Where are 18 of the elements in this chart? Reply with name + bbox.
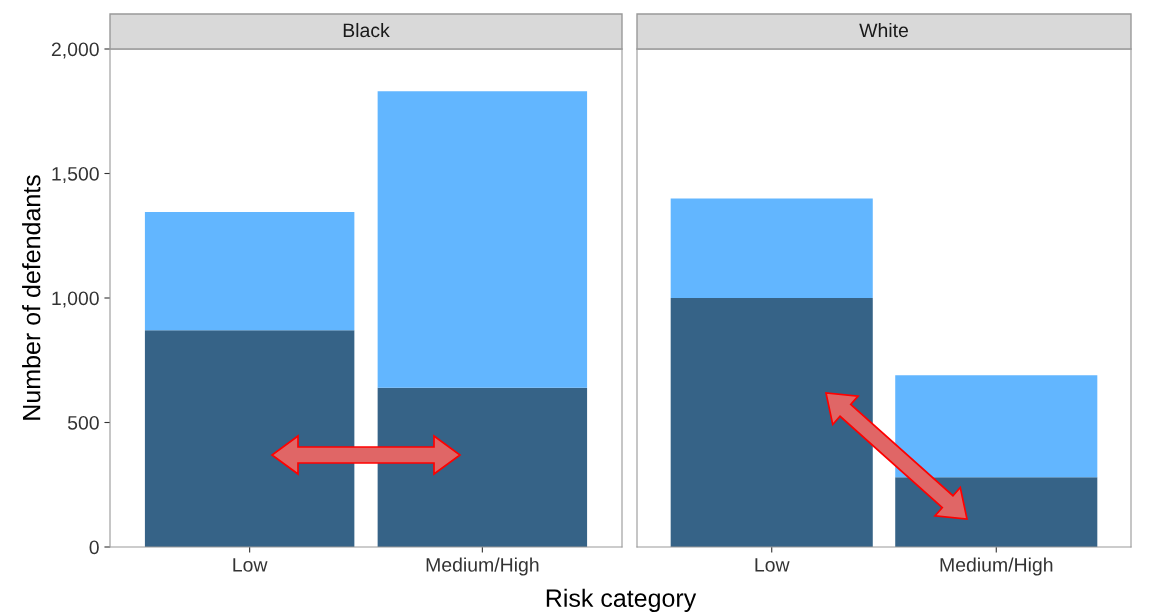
y-tick-label: 500 — [67, 415, 99, 430]
bar — [144, 330, 355, 547]
chart-title: White — [859, 22, 908, 38]
y-tick-label: 1,500 — [52, 166, 99, 184]
x-tick-label: Low — [755, 558, 790, 572]
x-tick-label: Medium/High — [940, 557, 1053, 576]
x-tick-label: Low — [233, 558, 268, 572]
x-axis-title: Risk category — [546, 588, 697, 612]
bar — [670, 198, 873, 298]
bar — [377, 387, 588, 547]
y-tick-label: 0 — [89, 540, 99, 555]
y-tick-label: 1,000 — [52, 291, 99, 308]
x-tick-label: Medium/High — [426, 557, 539, 576]
y-tick-label: 2,000 — [51, 42, 99, 59]
y-axis-title: Number of defendants — [22, 175, 41, 420]
bar — [144, 212, 355, 331]
bar — [377, 91, 588, 388]
chart-title: Black — [343, 22, 390, 38]
